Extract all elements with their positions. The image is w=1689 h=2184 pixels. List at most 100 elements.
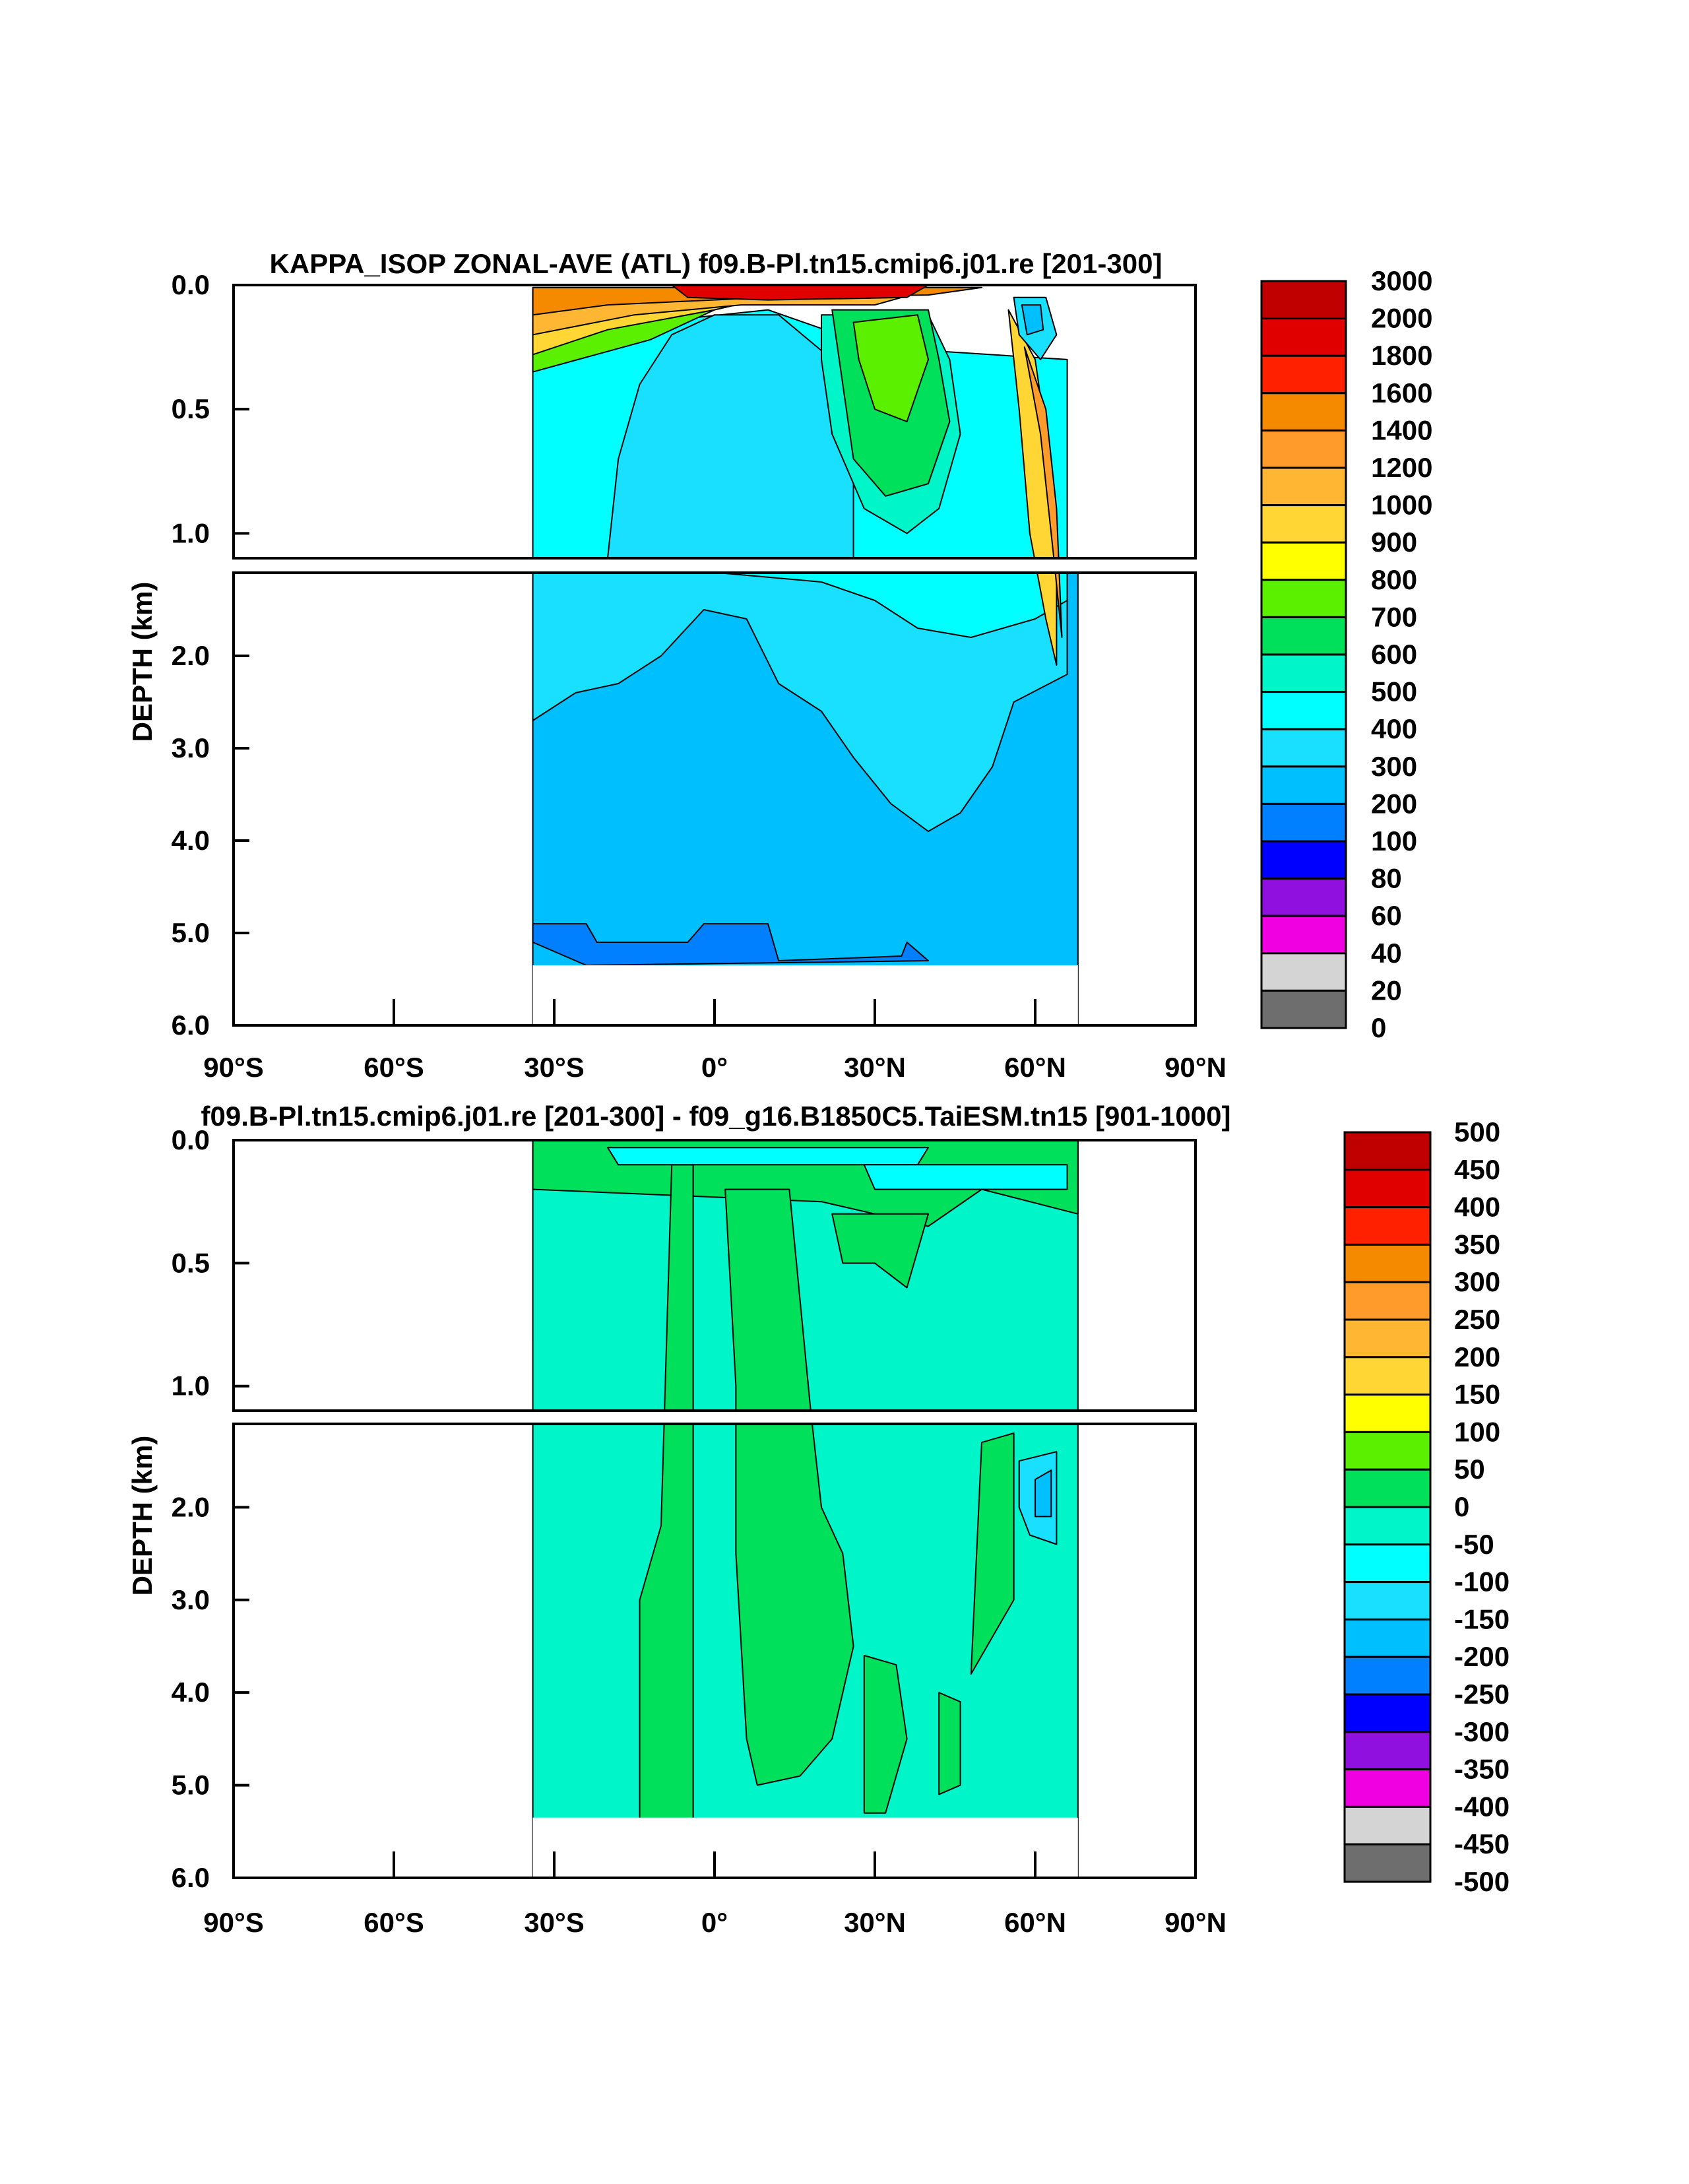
colorbar-label: 350 [1454,1229,1500,1260]
colorbar-swatch [1343,1281,1432,1321]
colorbar-swatch [1343,1731,1432,1771]
colorbar-swatch [1343,1356,1432,1396]
contour-region-8 [1007,309,1058,666]
colorbar-swatch [1343,1131,1432,1171]
colorbar-swatch [1343,1843,1432,1883]
colorbar-label: 1200 [1371,452,1432,483]
colorbar-label: -350 [1454,1754,1510,1785]
y-tick-label: 0.5 [172,1247,210,1278]
colorbar-label: 450 [1454,1154,1500,1185]
colorbar-swatch [1260,989,1347,1029]
colorbar-label: 500 [1371,676,1417,707]
colorbar-swatch [1260,466,1347,507]
x-tick-label: 30°N [844,1907,906,1938]
x-tick-label: 90°N [1164,1907,1227,1938]
contour-region-11 [1021,304,1044,336]
colorbar-label: 1800 [1371,340,1432,371]
contour-region-7 [938,1692,961,1795]
contour-region-4 [607,314,854,559]
colorbar-swatch [1260,616,1347,656]
colorbar-label: -50 [1454,1529,1494,1560]
colorbar-swatch [1260,504,1347,544]
colorbar-swatch [1343,1543,1432,1584]
y-axis-label: DEPTH (km) [127,1436,158,1596]
x-tick-label: 90°N [1164,1052,1227,1083]
y-tick-label: 5.0 [172,1770,210,1801]
y-tick-label: 2.0 [172,640,210,671]
y-tick-label: 1.0 [172,1370,210,1401]
colorbar-label: -250 [1454,1679,1510,1710]
colorbar-swatch [1260,280,1347,320]
colorbar-label: 800 [1371,564,1417,595]
colorbar-swatch [1260,728,1347,768]
colorbar-swatch [1343,1169,1432,1209]
x-tick-label: 90°S [203,1052,264,1083]
y-tick-label: 2.0 [172,1491,210,1522]
contour-region-6 [863,1655,908,1814]
colorbar-swatch [1260,915,1347,955]
colorbar-swatch [1260,653,1347,693]
colorbar-swatch [1260,691,1347,730]
colorbar-swatch [1260,802,1347,843]
x-tick-label: 60°N [1004,1052,1066,1083]
colorbar-label: 0 [1371,1012,1386,1043]
colorbar-swatch [1260,765,1347,805]
y-tick-label: 1.0 [172,517,210,548]
plot-frame-upper [232,1139,1197,1412]
colorbar-label: 80 [1371,863,1402,894]
colorbar-label: -150 [1454,1603,1510,1634]
colorbar-swatch [1260,429,1347,469]
colorbar-swatch [1260,541,1347,581]
contour-region-11 [607,1147,929,1166]
colorbar-label: 600 [1371,639,1417,670]
y-tick-label: 4.0 [172,1677,210,1708]
x-tick-label: 60°N [1004,1907,1066,1938]
colorbar-label: 150 [1454,1379,1500,1410]
colorbar-label: 300 [1454,1266,1500,1297]
colorbar-swatch [1343,1430,1432,1471]
colorbar-label: 1000 [1371,490,1432,521]
y-tick-label: 0.5 [172,393,210,424]
contour-region-12 [863,1164,1068,1190]
colorbar-label: 200 [1454,1341,1500,1372]
colorbar-swatch [1260,840,1347,880]
colorbar-label: 250 [1454,1304,1500,1335]
colorbar-label: 100 [1454,1416,1500,1447]
y-tick-label: 0.0 [172,1124,210,1155]
x-tick-label: 30°N [844,1052,906,1083]
colorbar-label: 200 [1371,788,1417,819]
colorbar-swatch [1260,354,1347,395]
colorbar-swatch [1260,952,1347,992]
x-tick-label: 0° [701,1907,728,1938]
x-tick-label: 30°S [524,1907,585,1938]
chart-title: KAPPA_ISOP ZONAL-AVE (ATL) f09.B-Pl.tn15… [270,248,1163,279]
colorbar-label: -300 [1454,1716,1510,1747]
colorbar-label: 100 [1371,825,1417,856]
chart-panel-1: KAPPA_ISOP ZONAL-AVE (ATL) f09.B-Pl.tn15… [127,248,1432,1083]
plot-frame-upper [232,284,1197,560]
colorbar-swatch [1343,1618,1432,1658]
colorbar-label: 3000 [1371,265,1432,296]
colorbar-swatch [1260,579,1347,618]
x-tick-label: 30°S [524,1052,585,1083]
colorbar-swatch [1343,1468,1432,1508]
colorbar-swatch [1260,317,1347,357]
x-tick-label: 0° [701,1052,728,1083]
contour-region-10 [1035,1469,1052,1518]
y-tick-label: 6.0 [172,1862,210,1893]
x-tick-label: 60°S [364,1052,424,1083]
colorbar-label: -200 [1454,1641,1510,1672]
colorbar-swatch [1343,1805,1432,1846]
contour-region-16 [671,285,929,301]
y-tick-label: 3.0 [172,1584,210,1615]
colorbar-swatch [1343,1768,1432,1808]
colorbar-label: 40 [1371,938,1402,969]
colorbar-label: 300 [1371,751,1417,782]
colorbar-swatch [1343,1243,1432,1283]
colorbar-label: 2000 [1371,303,1432,334]
y-tick-label: 4.0 [172,825,210,856]
colorbar-swatch [1260,878,1347,917]
contour-field [532,285,1079,1025]
colorbar-swatch [1343,1506,1432,1546]
